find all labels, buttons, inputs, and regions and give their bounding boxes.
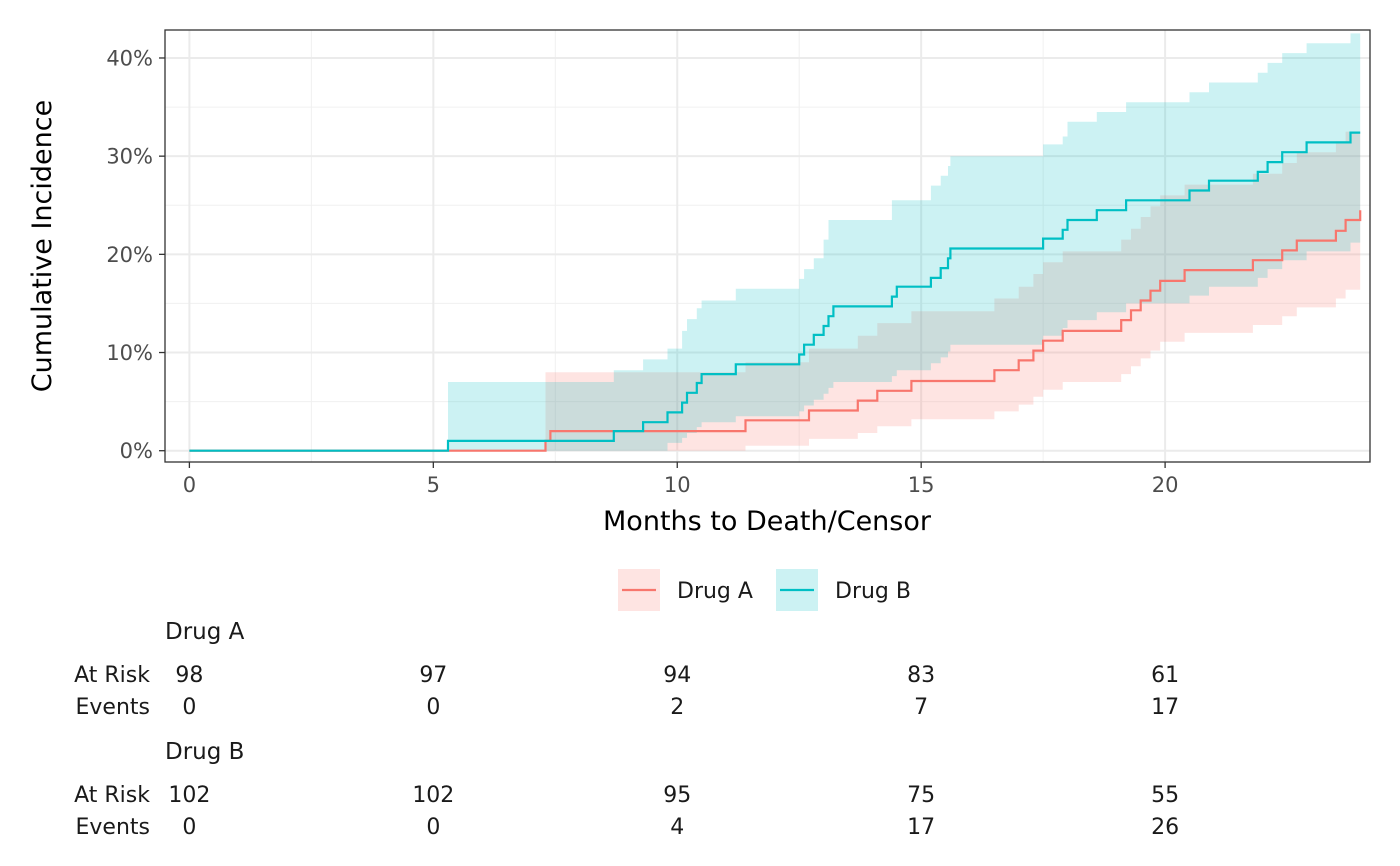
y-axis-title: Cumulative Incidence	[27, 100, 58, 392]
risk-at-risk-value: 61	[1151, 663, 1179, 688]
y-tick-label: 20%	[106, 243, 153, 267]
risk-at-risk-value: 102	[168, 783, 210, 808]
risk-events-value: 2	[670, 695, 684, 720]
risk-row-label: Events	[76, 695, 151, 720]
band-drug-b	[189, 33, 1361, 451]
x-axis: 0 5 10 15 20	[183, 462, 1179, 497]
line-drug-a	[189, 210, 1362, 452]
risk-events-value: 17	[1151, 695, 1179, 720]
legend: Drug A Drug B	[618, 569, 911, 611]
y-tick-label: 10%	[106, 341, 153, 365]
risk-row-label: At Risk	[74, 783, 150, 808]
plot-panel	[165, 30, 1370, 462]
risk-at-risk-value: 98	[175, 663, 203, 688]
y-tick-label: 0%	[120, 439, 153, 463]
plot-border	[164, 29, 1371, 463]
risk-at-risk-value: 75	[907, 783, 935, 808]
line-drug-b	[189, 131, 1361, 452]
incidence-lines	[189, 131, 1362, 452]
risk-at-risk-value: 97	[419, 663, 447, 688]
risk-events-value: 4	[670, 815, 684, 840]
risk-group-title: Drug B	[165, 739, 244, 765]
x-tick-label: 0	[183, 473, 196, 497]
x-axis-title: Months to Death/Censor	[603, 506, 932, 537]
risk-row-label: Events	[76, 815, 151, 840]
confidence-bands	[189, 33, 1361, 451]
risk-at-risk-value: 94	[663, 663, 691, 688]
risk-at-risk-value: 102	[412, 783, 454, 808]
x-tick-label: 20	[1152, 473, 1179, 497]
grid-lines	[165, 30, 1370, 462]
legend-label-drug-a: Drug A	[677, 579, 753, 604]
x-tick-label: 5	[427, 473, 440, 497]
risk-group-title: Drug A	[165, 619, 245, 645]
risk-table: Drug A At Risk 98 97 94 83 61 Events 0 0 2 7 17 Drug …	[74, 619, 1179, 840]
risk-events-value: 7	[914, 695, 928, 720]
band-drug-a	[189, 120, 1361, 451]
risk-at-risk-value: 55	[1151, 783, 1179, 808]
risk-events-value: 17	[907, 815, 935, 840]
y-tick-label: 40%	[106, 46, 153, 70]
y-axis: 0% 10% 20% 30% 40%	[106, 46, 165, 463]
risk-at-risk-value: 83	[907, 663, 935, 688]
risk-row-label: At Risk	[74, 663, 150, 688]
legend-label-drug-b: Drug B	[835, 579, 911, 604]
risk-events-value: 0	[182, 815, 196, 840]
y-tick-label: 30%	[106, 145, 153, 169]
x-tick-label: 15	[908, 473, 935, 497]
risk-events-value: 0	[426, 695, 440, 720]
risk-events-value: 26	[1151, 815, 1179, 840]
risk-at-risk-value: 95	[663, 783, 691, 808]
x-tick-label: 10	[664, 473, 691, 497]
risk-events-value: 0	[426, 815, 440, 840]
risk-events-value: 0	[182, 695, 196, 720]
